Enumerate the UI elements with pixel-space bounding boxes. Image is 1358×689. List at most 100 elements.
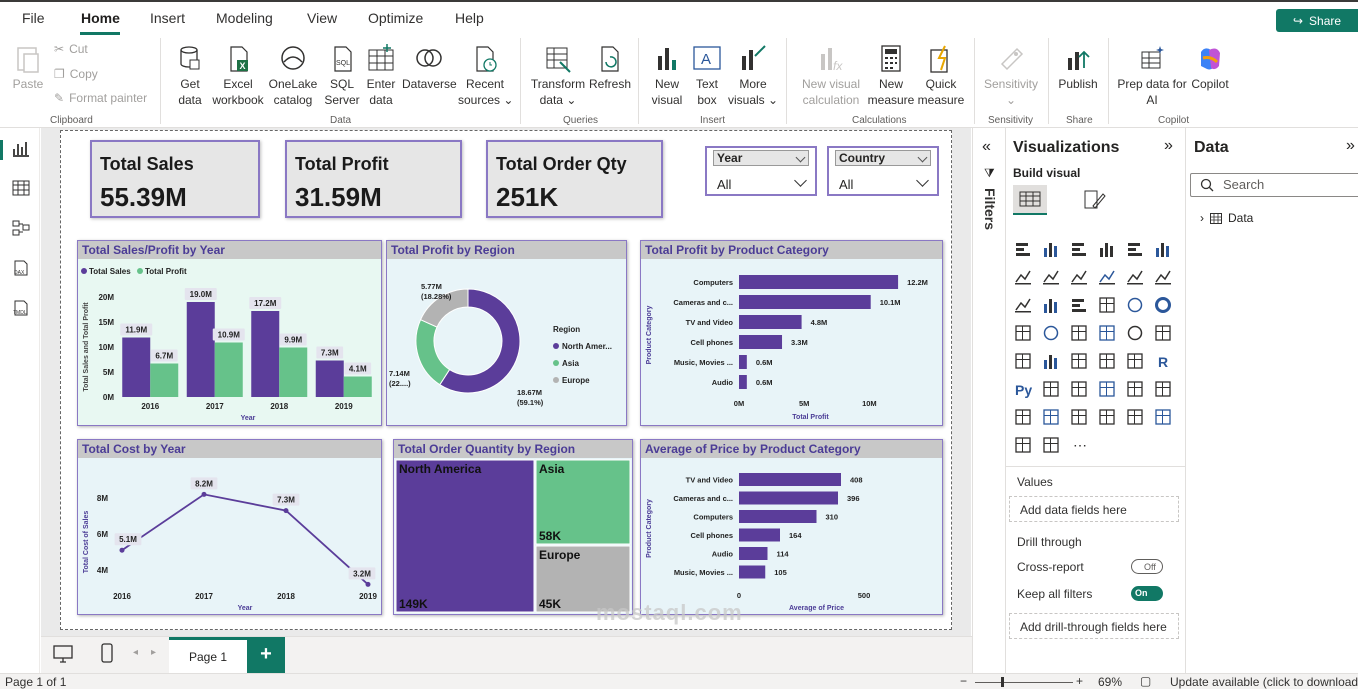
chevron-down-icon[interactable] — [794, 174, 807, 187]
more-visuals-icon: ⋯ — [1073, 437, 1087, 453]
quick-measure-icon — [930, 45, 948, 73]
chevron-down-icon[interactable] — [916, 174, 929, 187]
add-page-button[interactable]: + — [247, 637, 285, 673]
new-visual-button[interactable]: New visual — [646, 44, 688, 108]
report-view-icon[interactable] — [12, 141, 30, 157]
menu-modeling[interactable]: Modeling — [216, 10, 273, 26]
data-label-bg — [212, 328, 245, 341]
power-apps-icon — [1155, 409, 1171, 425]
tmdl-view-icon[interactable]: TMDL — [12, 300, 30, 316]
fit-to-page-icon[interactable]: ▢ — [1140, 674, 1152, 688]
slicer-value[interactable]: All — [717, 177, 732, 192]
quick-measure-button[interactable]: Quick measure — [916, 44, 966, 108]
new-visual-calculation-button[interactable]: fx New visual calculation — [796, 44, 866, 108]
chart-sales-profit-by-year[interactable]: Total Sales/Profit by Year Total Sales To… — [77, 240, 382, 426]
slicer-year[interactable]: Year All — [705, 146, 817, 196]
chevron-right-icon[interactable]: › — [1200, 211, 1204, 225]
legend-entry: Total Sales — [89, 267, 131, 276]
cross-report-label: Cross-report — [1017, 560, 1084, 574]
drill-through-drop-zone[interactable]: Add drill-through fields here — [1009, 613, 1179, 639]
get-data-button[interactable]: Get data — [168, 44, 212, 108]
onelake-catalog-button[interactable]: OneLake catalog — [268, 44, 318, 108]
slicer-header: Country — [835, 150, 931, 166]
share-icon: ↪ — [1292, 13, 1304, 28]
recent-sources-button[interactable]: Recent sources ⌄ — [458, 44, 513, 108]
excel-workbook-button[interactable]: X Excel workbook — [210, 44, 266, 108]
sql-server-button[interactable]: SQL SQL Server — [322, 44, 362, 108]
data-label-bg — [249, 297, 282, 309]
menu-help[interactable]: Help — [455, 10, 484, 26]
slicer-value[interactable]: All — [839, 177, 854, 192]
keep-all-filters-toggle[interactable]: On — [1131, 586, 1163, 601]
transform-data-button[interactable]: Transform data ⌄ — [530, 44, 586, 108]
more-visuals-button[interactable]: More visuals ⌄ — [728, 44, 778, 108]
page-scroll-right-icon[interactable]: ▸ — [151, 647, 157, 658]
menu-home[interactable]: Home — [81, 10, 120, 26]
mobile-layout-icon[interactable] — [101, 643, 113, 663]
x-tick-label: 2016 — [113, 592, 131, 601]
cut-button[interactable]: ✂ Cut — [54, 42, 88, 56]
chart-avg-price-by-product-category[interactable]: Average of Price by Product Category TV … — [640, 439, 943, 615]
desktop-layout-icon[interactable] — [53, 645, 73, 663]
kpi-total-order-qty[interactable]: Total Order Qty 251K — [486, 140, 663, 218]
bar — [739, 528, 780, 542]
publish-button[interactable]: Publish — [1056, 44, 1100, 92]
menu-file[interactable]: File — [22, 10, 45, 26]
keep-all-filters-label: Keep all filters — [1017, 587, 1093, 601]
double-chevron-right-icon[interactable]: » — [1346, 137, 1355, 154]
model-view-icon[interactable] — [12, 220, 30, 236]
kpi-total-profit[interactable]: Total Profit 31.59M — [285, 140, 462, 218]
format-painter-button[interactable]: ✎ Format painter — [54, 91, 148, 105]
update-available-link[interactable]: Update available (click to download — [1170, 675, 1358, 689]
slicer-country[interactable]: Country All — [827, 146, 939, 196]
bar-data-label: 408 — [850, 476, 863, 485]
paginated-icon — [1015, 409, 1031, 425]
zoom-slider-thumb[interactable] — [1001, 677, 1004, 687]
copilot-button[interactable]: Copilot — [1188, 44, 1232, 92]
paste-button[interactable]: Paste — [10, 44, 46, 92]
build-visual-tab[interactable] — [1013, 185, 1047, 215]
page-tab-1[interactable]: Page 1 — [169, 637, 247, 673]
cross-report-toggle[interactable]: Off — [1131, 559, 1163, 574]
prep-data-for-ai-button[interactable]: Prep data for AI — [1116, 44, 1188, 108]
zoom-slider[interactable] — [975, 682, 1073, 683]
data-search-input[interactable]: Search — [1190, 173, 1358, 197]
y-tick-label: 4M — [97, 566, 108, 575]
double-chevron-left-icon[interactable]: « — [982, 138, 991, 155]
visual-type-gallery[interactable]: R Py ⋯ — [1012, 238, 1182, 464]
new-measure-button[interactable]: New measure — [866, 44, 916, 108]
enter-data-button[interactable]: Enter data — [364, 44, 398, 108]
area-icon — [1043, 270, 1059, 285]
dataverse-button[interactable]: Dataverse — [402, 44, 457, 92]
menu-optimize[interactable]: Optimize — [368, 10, 424, 26]
data-tree-item[interactable]: › Data — [1200, 211, 1254, 225]
share-button[interactable]: ↪ Share — [1276, 9, 1358, 32]
search-icon — [1200, 178, 1214, 192]
text-box-button[interactable]: A Text box — [690, 44, 724, 108]
zoom-out-icon[interactable]: − — [960, 674, 968, 688]
format-visual-icon[interactable] — [1081, 188, 1107, 214]
page-scroll-left-icon[interactable]: ◂ — [133, 647, 139, 658]
menu-insert[interactable]: Insert — [150, 10, 186, 26]
menu-view[interactable]: View — [307, 10, 338, 26]
chart-profit-by-region[interactable]: Total Profit by Region 18.67M (59.1%) Nort… — [386, 240, 627, 426]
filters-pane-collapsed[interactable]: « ⧩ Filters — [972, 128, 1006, 673]
values-drop-zone[interactable]: Add data fields here — [1009, 496, 1179, 522]
chart-cost-by-year[interactable]: Total Cost by Year 8M 6M 4M 5.1M 2016 8.2M 201… — [77, 439, 382, 615]
y-tick-label: 15M — [98, 318, 114, 327]
copy-button[interactable]: ❐ Copy — [54, 67, 98, 81]
double-chevron-right-icon[interactable]: » — [1164, 137, 1173, 154]
table-view-icon[interactable] — [12, 180, 30, 196]
y-tick-label: 20M — [98, 293, 114, 302]
chart-profit-by-product-category[interactable]: Total Profit by Product Category Compute… — [640, 240, 943, 426]
sensitivity-button[interactable]: Sensitivity ⌄ — [980, 44, 1042, 108]
donut-slice-0 — [439, 288, 521, 394]
zoom-in-icon[interactable]: + — [1076, 674, 1084, 688]
sensitivity-icon — [1000, 47, 1024, 71]
copilot-icon — [1201, 48, 1220, 70]
chart-order-qty-by-region[interactable]: Total Order Quantity by Region North Ame… — [393, 439, 633, 615]
bar-data-label: 7.3M — [321, 349, 339, 358]
dax-query-view-icon[interactable]: DAX — [12, 260, 30, 276]
kpi-total-sales[interactable]: Total Sales 55.39M — [90, 140, 260, 218]
refresh-button[interactable]: Refresh — [588, 44, 632, 92]
